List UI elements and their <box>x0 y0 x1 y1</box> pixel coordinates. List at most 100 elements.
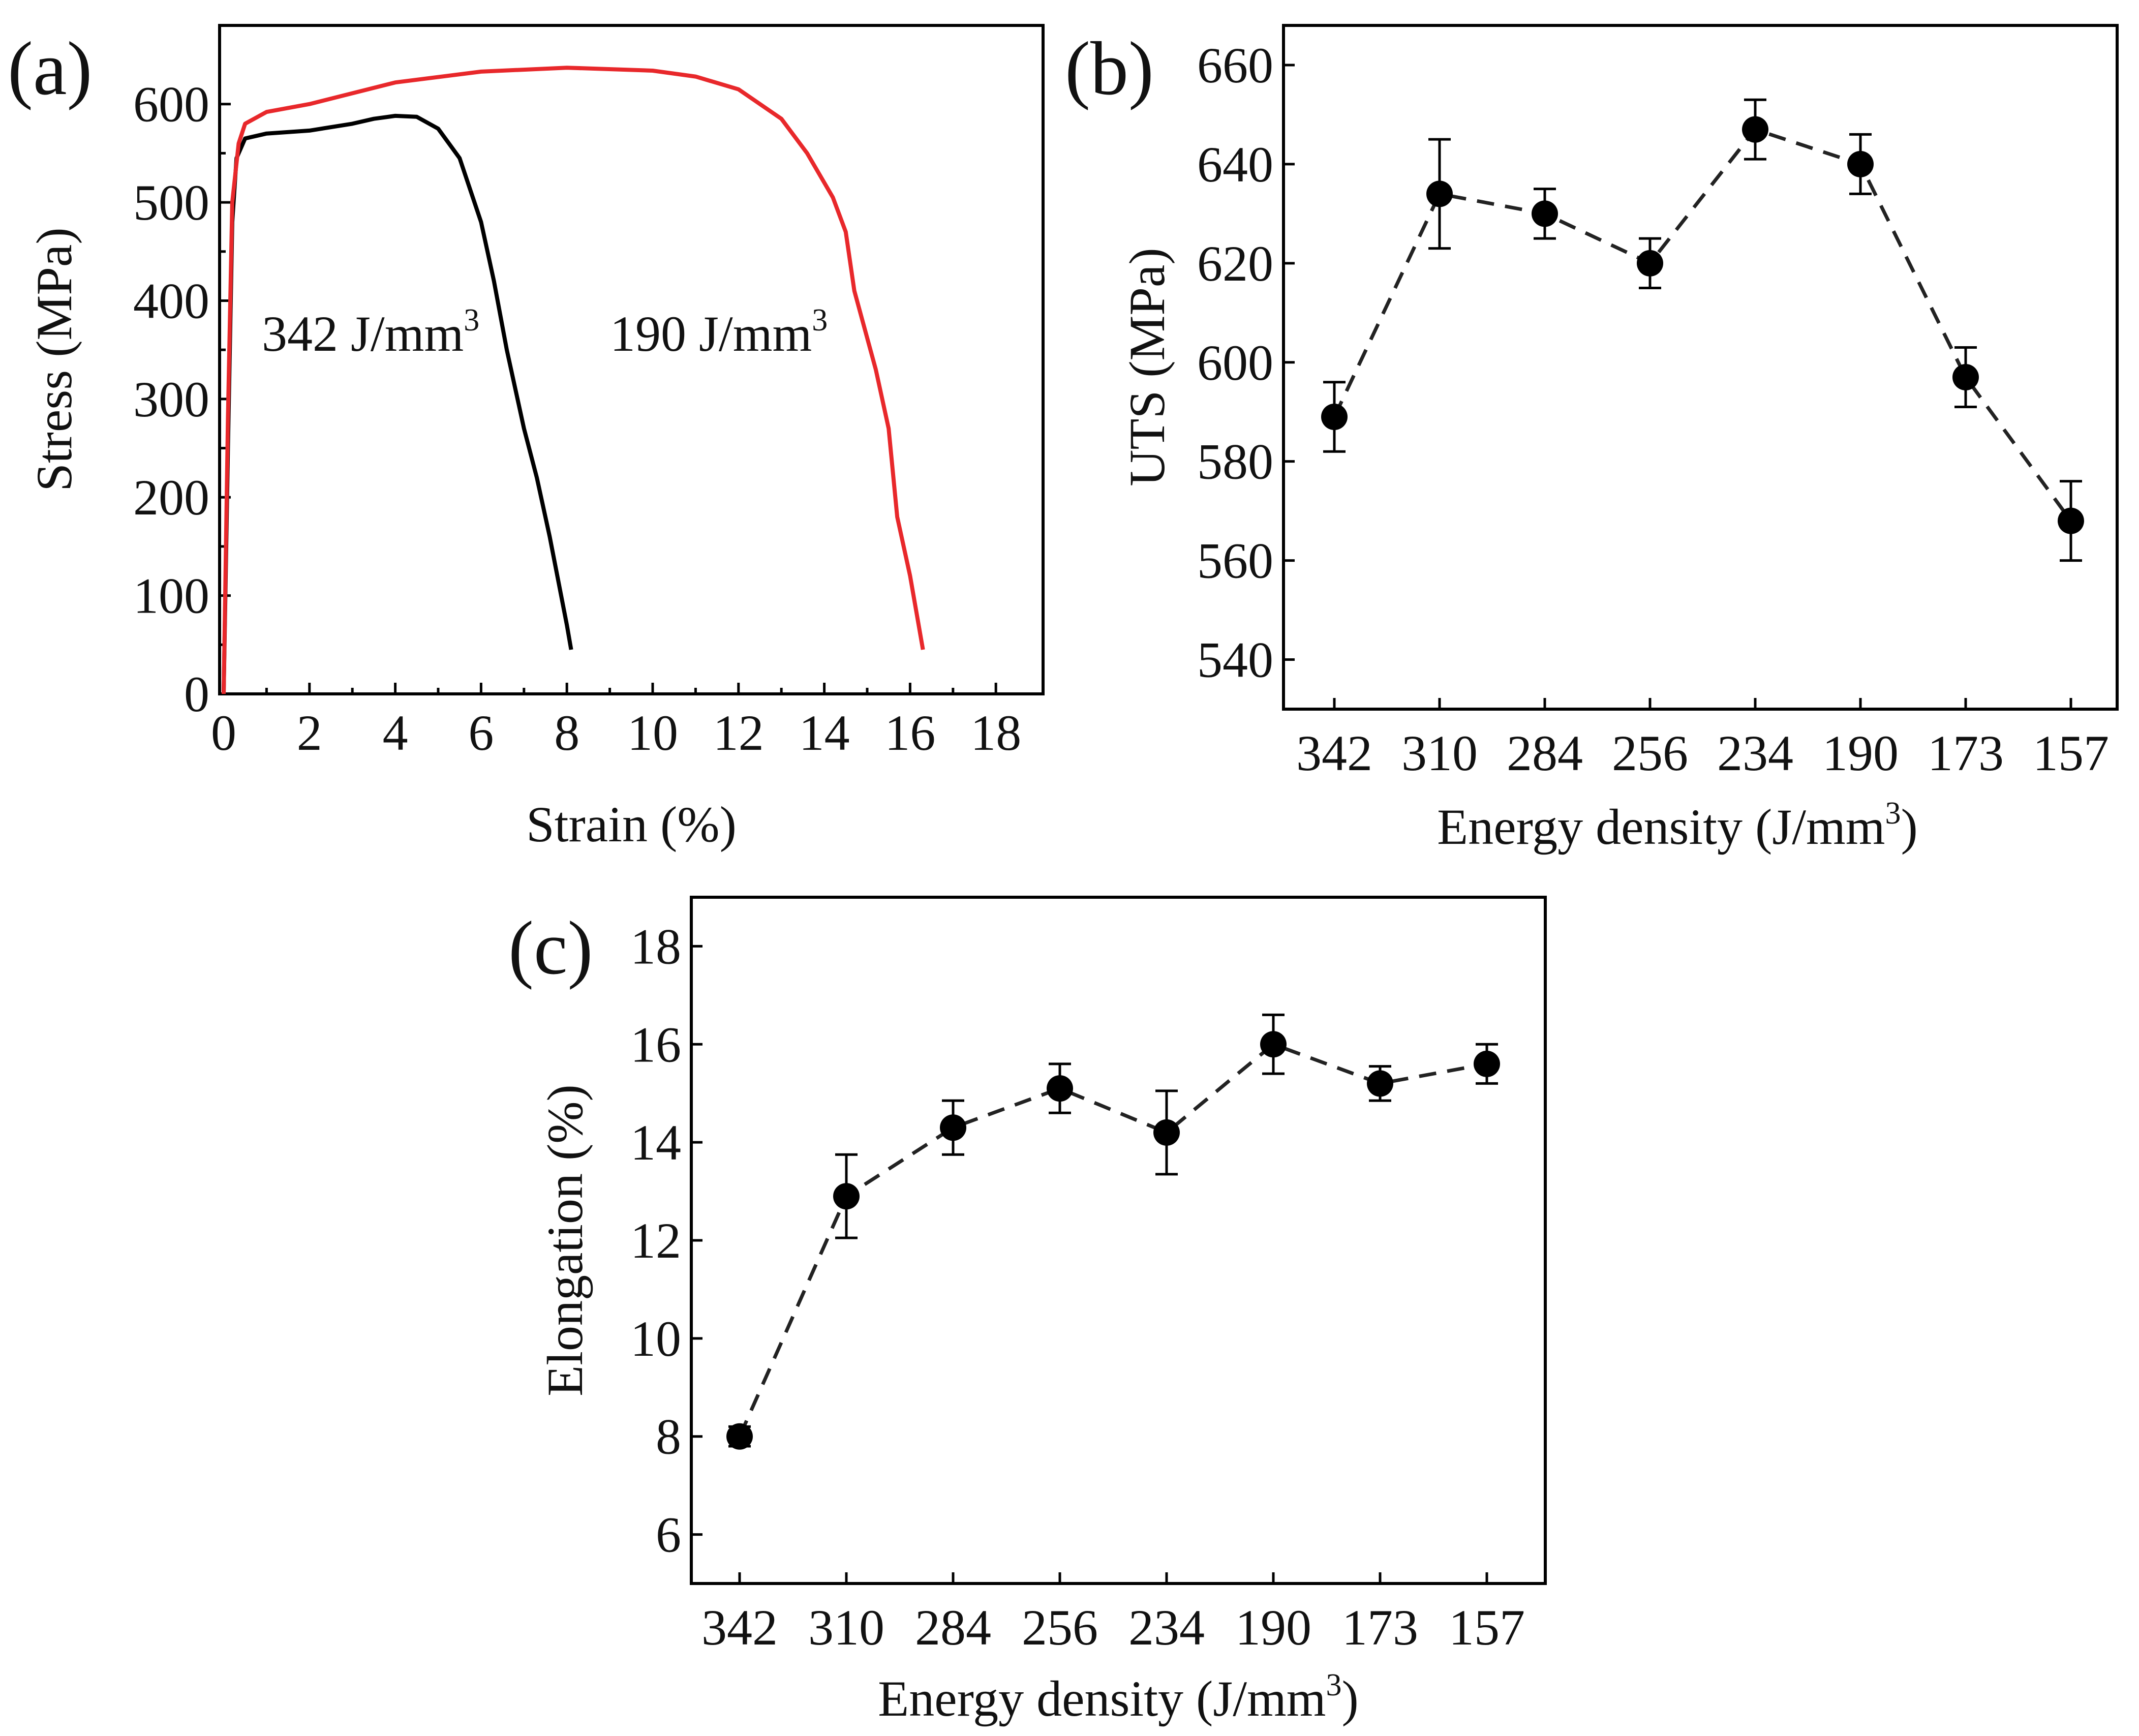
panel-a-y-axis: 0 100 200 300 400 500 600 <box>133 76 231 722</box>
panel-c-x-title-sup: 3 <box>1326 1668 1342 1702</box>
curve-label-190-main: 190 J/mm <box>610 306 812 362</box>
panel-b-x-tick-label: 190 <box>1822 725 1899 781</box>
panel-a-stress-strain: (a) 0 2 4 6 8 10 12 14 16 18 0100200300400500600 … <box>8 24 1045 852</box>
panel-c-elongation: (c) 342 310 284 256 234 190 173 157 6 8 10 12 14 16 1… <box>508 896 1547 1727</box>
panel-c-y-tick-label: 16 <box>630 1016 681 1073</box>
curve-label-342-sup: 3 <box>464 303 479 338</box>
panel-a-x-tick-label: 6 <box>468 705 494 761</box>
panel-b-y-axis: 540 560 580 600 620 640 660 <box>1197 37 1295 688</box>
curve-label-190: 190 J/mm3 <box>610 303 828 362</box>
panel-c-x-tick-label: 310 <box>808 1599 884 1656</box>
panel-c-x-tick-label: 284 <box>915 1599 991 1656</box>
panel-c-plot-frame <box>690 896 1547 1585</box>
panel-c-data-point <box>1474 1050 1500 1077</box>
panel-a-x-tick-label: 10 <box>627 705 678 761</box>
panel-a-x-tick-label: 14 <box>799 705 850 761</box>
panel-b-data-point <box>1321 403 1348 430</box>
panel-c-data-point <box>940 1114 966 1141</box>
panel-a-y-axis-title: Stress (MPa) <box>26 227 82 491</box>
panel-b-x-axis: 342 310 284 256 234 190 173 157 <box>1296 698 2109 781</box>
panel-b-x-tick-label: 256 <box>1612 725 1688 781</box>
panel-c-x-title-main: Energy density (J/mm <box>878 1670 1326 1727</box>
panel-b-x-tick-label: 173 <box>1928 725 2004 781</box>
panel-b-data-point <box>1426 180 1453 207</box>
curve-label-342: 342 J/mm3 <box>262 303 479 362</box>
panel-b-data-point <box>1847 150 1874 177</box>
panel-c-y-tick-label: 6 <box>656 1507 681 1563</box>
panel-a-y-tick-label: 100 <box>133 568 209 624</box>
panel-b-x-title-sup: 3 <box>1885 796 1901 831</box>
panel-b-data <box>1321 98 2084 562</box>
panel-b-y-tick-label: 620 <box>1197 235 1273 292</box>
panel-b-x-tick-label: 157 <box>2033 725 2109 781</box>
panel-a-y-tick-label: 400 <box>133 272 209 329</box>
panel-c-data-point <box>1153 1119 1180 1146</box>
panel-c-x-tick-label: 234 <box>1128 1599 1205 1656</box>
panel-c-y-tick-label: 8 <box>656 1409 681 1465</box>
panel-a-x-tick-label: 18 <box>970 705 1021 761</box>
panel-c-y-axis-title: Elongation (%) <box>537 1084 593 1396</box>
panel-b-y-tick-label: 560 <box>1197 533 1273 589</box>
panel-c-data-point <box>1367 1070 1393 1097</box>
panel-c-x-tick-label: 173 <box>1342 1599 1418 1656</box>
panel-b-y-tick-label: 600 <box>1197 334 1273 391</box>
panel-a-x-axis-title: Strain (%) <box>526 796 737 852</box>
panel-b-x-title-close: ) <box>1901 799 1918 855</box>
panel-c-x-tick-label: 342 <box>701 1599 778 1656</box>
panel-a-x-tick-label: 8 <box>554 705 579 761</box>
panel-c-data-point <box>833 1183 860 1210</box>
panel-a-plot-frame <box>218 24 1045 695</box>
panel-b-y-tick-label: 580 <box>1197 434 1273 490</box>
panel-b-y-tick-label: 540 <box>1197 632 1273 688</box>
panel-b-data-point <box>2058 507 2084 534</box>
panel-c-data-point <box>1260 1031 1287 1058</box>
panel-a-label: (a) <box>8 26 92 111</box>
panel-b-data-point <box>1637 250 1663 277</box>
panel-c-x-tick-label: 256 <box>1022 1599 1098 1656</box>
panel-b-data-point <box>1952 363 1979 390</box>
panel-c-trend-line <box>738 1042 1487 1438</box>
panel-b-y-tick-label: 640 <box>1197 136 1273 193</box>
panel-c-x-axis: 342 310 284 256 234 190 173 157 <box>701 1572 1525 1656</box>
panel-a-x-tick-label: 2 <box>297 705 322 761</box>
panel-c-y-tick-label: 18 <box>630 918 681 974</box>
panel-b-x-axis-title: Energy density (J/mm3) <box>1437 796 1918 855</box>
panel-c-data-point <box>726 1423 753 1450</box>
panel-c-label: (c) <box>508 906 593 990</box>
panel-a-x-tick-label: 16 <box>884 705 935 761</box>
stress-strain-curve-190 <box>222 66 925 694</box>
panel-a-y-tick-label: 0 <box>184 666 209 722</box>
panel-b-x-tick-label: 310 <box>1401 725 1478 781</box>
panel-a-y-tick-label: 300 <box>133 371 209 428</box>
panel-b-x-tick-label: 284 <box>1507 725 1583 781</box>
panel-a-y-tick-label: 600 <box>133 76 209 133</box>
panel-c-x-axis-title: Energy density (J/mm3) <box>878 1668 1359 1727</box>
panel-b-x-tick-label: 342 <box>1296 725 1372 781</box>
panel-b-data-point <box>1742 116 1768 143</box>
panel-c-y-tick-label: 10 <box>630 1311 681 1367</box>
stress-strain-curve-342 <box>222 113 573 694</box>
curve-label-342-main: 342 J/mm <box>262 306 464 362</box>
panel-a-x-axis: 0 2 4 6 8 10 12 14 16 18 <box>211 683 1021 761</box>
panel-a-x-tick-label: 12 <box>713 705 764 761</box>
panel-b-data-point <box>1532 200 1558 227</box>
panel-c-x-tick-label: 157 <box>1449 1599 1525 1656</box>
panel-c-y-tick-label: 12 <box>630 1212 681 1269</box>
panel-b-y-tick-label: 660 <box>1197 37 1273 94</box>
panel-b-label: (b) <box>1065 26 1154 111</box>
panel-a-x-tick-label: 4 <box>383 705 408 761</box>
panel-b-x-tick-label: 234 <box>1717 725 1793 781</box>
panel-c-x-tick-label: 190 <box>1235 1599 1311 1656</box>
panel-c-y-axis: 6 8 10 12 14 16 18 <box>630 918 702 1563</box>
panel-c-x-title-close: ) <box>1342 1670 1359 1727</box>
curve-label-190-sup: 3 <box>812 303 828 338</box>
panel-b-uts: (b) 342 310 284 256 234 190 173 157 540 560 580 60… <box>1065 24 2119 855</box>
panel-c-data <box>726 1013 1500 1450</box>
panel-c-y-tick-label: 14 <box>630 1114 681 1171</box>
panel-a-y-tick-label: 500 <box>133 174 209 231</box>
panel-b-y-axis-title: UTS (MPa) <box>1119 248 1175 486</box>
panel-a-y-tick-label: 200 <box>133 469 209 526</box>
panel-a-curves <box>222 66 925 694</box>
panel-a-x-tick-label: 0 <box>211 705 236 761</box>
